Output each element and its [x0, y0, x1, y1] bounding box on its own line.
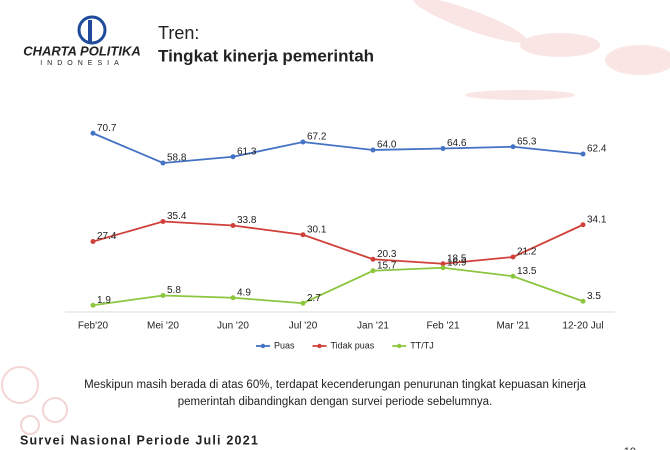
data-label: 2.7: [307, 293, 321, 304]
point: [160, 293, 166, 298]
data-label: 65.3: [517, 136, 537, 147]
data-label: 70.7: [97, 123, 117, 134]
logo: [77, 15, 107, 45]
data-label: 21.2: [517, 247, 537, 258]
x-tick-label: Jun '20: [217, 321, 249, 332]
data-label: 64.0: [377, 140, 397, 151]
point: [300, 232, 306, 238]
data-label: 62.4: [587, 144, 607, 155]
point: [160, 160, 166, 166]
point: [440, 146, 446, 151]
data-label: 20.3: [377, 249, 397, 260]
data-label: 5.8: [167, 285, 181, 296]
data-label: 27.4: [97, 231, 117, 242]
point: [160, 219, 166, 224]
data-label: 64.6: [447, 138, 467, 149]
point: [580, 298, 586, 304]
x-tick-label: Jan '21: [357, 321, 389, 332]
point: [230, 223, 236, 228]
point: [90, 239, 96, 244]
data-label: 15.7: [377, 260, 397, 271]
point: [90, 302, 96, 308]
legend-dot: [397, 343, 402, 349]
point: [300, 300, 306, 306]
footer: Survei Nasional Periode Juli 2021: [20, 433, 259, 447]
point: [510, 144, 516, 150]
data-label: 61.3: [237, 146, 257, 157]
point: [580, 222, 586, 228]
map-decoration: [413, 0, 670, 100]
point: [510, 273, 516, 279]
virus-decoration: [1, 366, 68, 435]
legend-dot: [317, 343, 322, 349]
x-tick-label: Feb '21: [426, 321, 459, 332]
point: [580, 151, 586, 157]
logo-sub: INDONESIA: [40, 60, 124, 67]
series-line: [92, 220, 584, 265]
point: [230, 295, 236, 301]
data-label: 16.9: [447, 257, 467, 268]
data-label: 34.1: [587, 214, 607, 225]
legend-label: Puas: [274, 340, 295, 350]
x-tick-label: Mar '21: [496, 321, 529, 332]
logo-name: CHARTA POLITIKA: [23, 43, 140, 58]
page-number: 10: [624, 446, 636, 450]
data-label: 33.8: [237, 215, 257, 226]
chart: Feb'20 Mei '20 Jun '20 Jul '20 Jan '21 Feb '2…: [65, 123, 615, 350]
data-label: 67.2: [307, 132, 327, 143]
legend-label: Tidak puas: [331, 340, 375, 350]
x-tick-label: Jul '20: [289, 321, 318, 332]
data-label: 30.1: [307, 224, 327, 235]
series-line: [92, 132, 584, 164]
point: [370, 256, 376, 262]
data-label: 13.5: [517, 266, 537, 277]
point: [370, 268, 376, 274]
point: [230, 154, 236, 160]
note-line: pemerintah dibandingkan dengan survei pe…: [178, 396, 493, 408]
data-label: 35.4: [167, 211, 187, 222]
legend-dot: [260, 343, 266, 349]
title: Tingkat kinerja pemerintah: [158, 46, 374, 65]
point: [440, 261, 446, 267]
note-line: Meskipun masih berada di atas 60%, terda…: [84, 379, 586, 391]
series-line: [92, 266, 584, 307]
x-tick-label: 12-20 Jul: [562, 321, 603, 332]
x-tick-label: Feb'20: [78, 321, 109, 332]
point: [510, 254, 516, 260]
data-label: 3.5: [587, 291, 601, 302]
kicker: Tren:: [158, 23, 199, 43]
point: [370, 147, 376, 153]
data-label: 1.9: [97, 295, 111, 306]
x-tick-label: Mei '20: [147, 321, 179, 332]
legend-label: TT/TJ: [410, 340, 434, 350]
data-label: 58.8: [167, 153, 187, 164]
point: [440, 265, 446, 271]
point: [300, 139, 306, 145]
data-label: 4.9: [237, 287, 251, 298]
data-label: 18.5: [447, 253, 467, 264]
point: [90, 130, 96, 136]
